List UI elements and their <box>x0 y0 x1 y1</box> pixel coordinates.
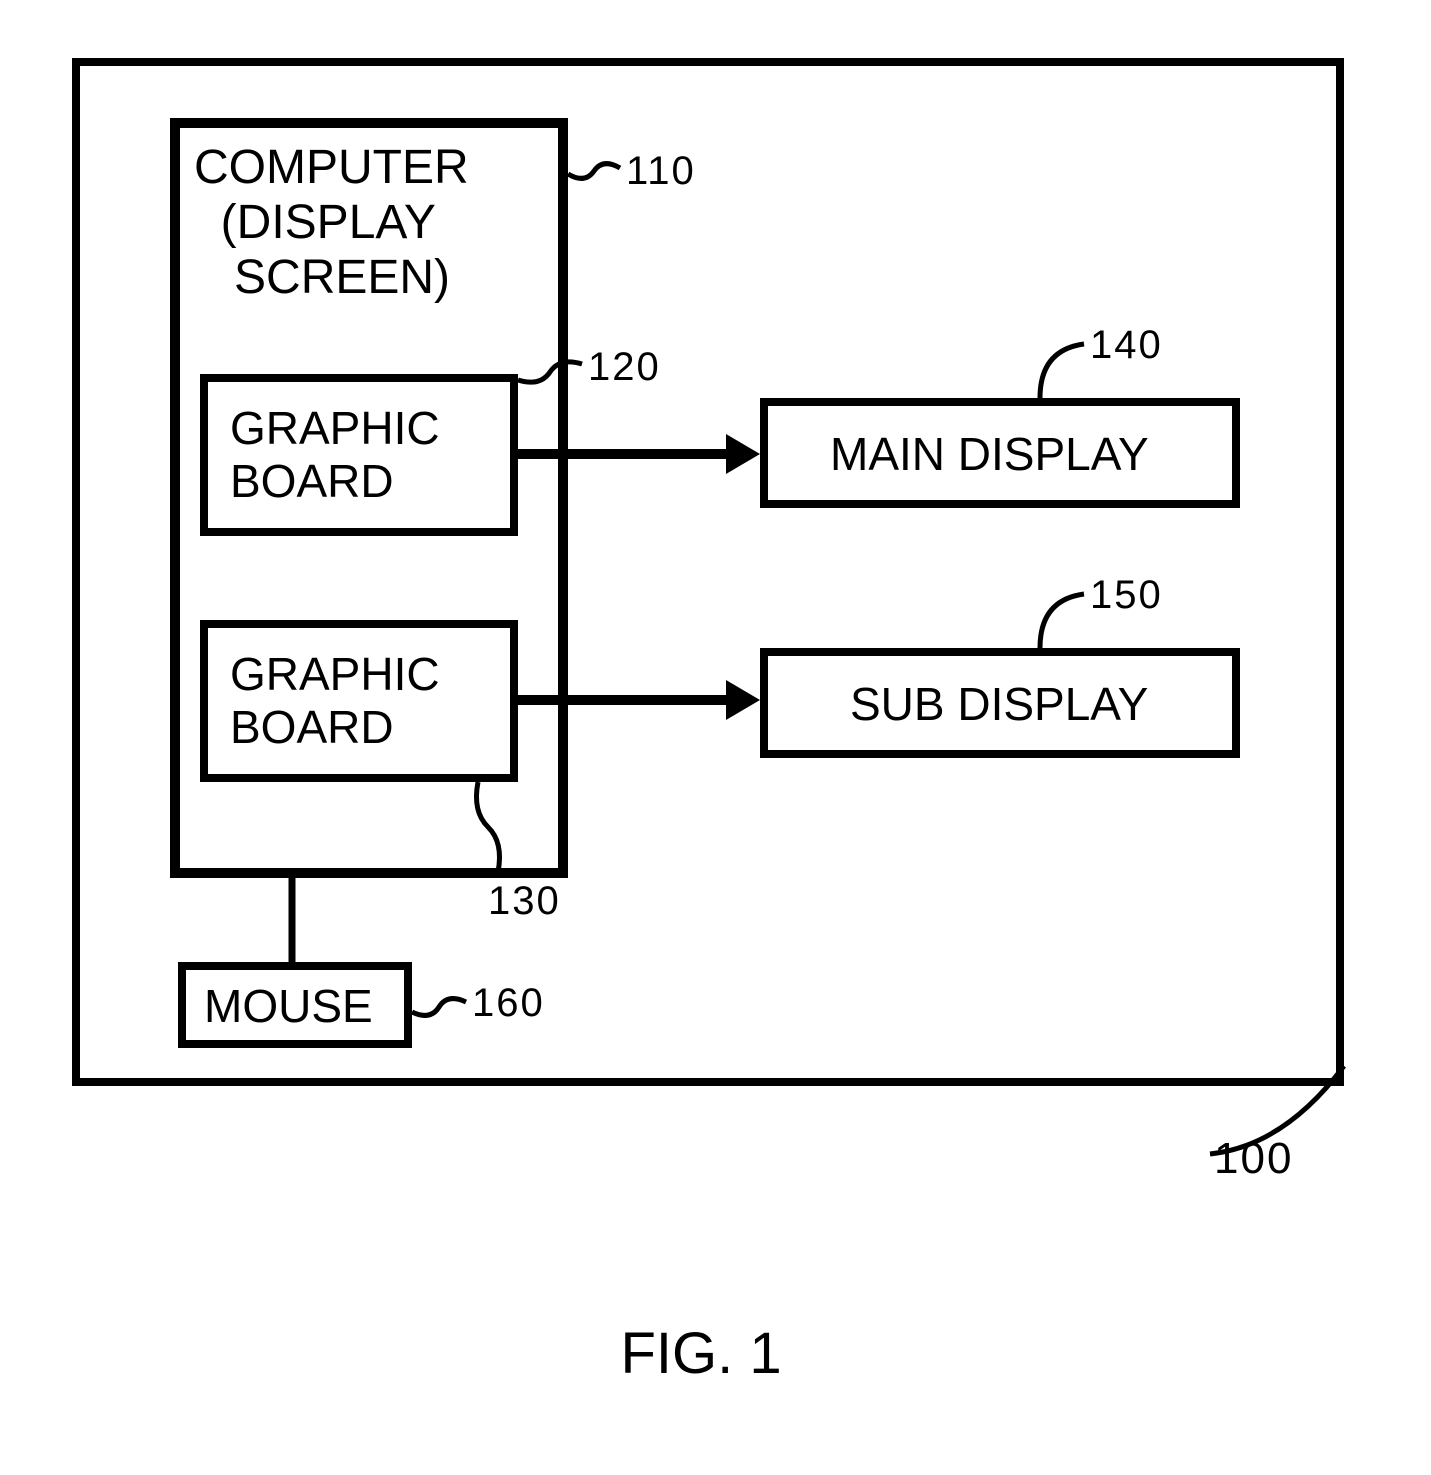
ref-140: 140 <box>1090 322 1163 368</box>
ref-100: 100 <box>1214 1134 1293 1185</box>
ref-110: 110 <box>626 148 696 194</box>
graphic-board-2-label: GRAPHIC BOARD <box>230 648 440 754</box>
graphic-board-1-label: GRAPHIC BOARD <box>230 402 440 508</box>
mouse-label: MOUSE <box>204 980 373 1033</box>
ref-160: 160 <box>472 980 545 1026</box>
main-display-label: MAIN DISPLAY <box>830 428 1149 481</box>
ref-130: 130 <box>488 878 561 924</box>
ref-120: 120 <box>588 344 661 390</box>
ref-150: 150 <box>1090 572 1163 618</box>
figure-canvas: COMPUTER (DISPLAY SCREEN) GRAPHIC BOARD … <box>0 0 1431 1475</box>
computer-title: COMPUTER (DISPLAY SCREEN) <box>194 140 469 306</box>
figure-caption: FIG. 1 <box>621 1320 782 1387</box>
sub-display-label: SUB DISPLAY <box>850 678 1148 731</box>
